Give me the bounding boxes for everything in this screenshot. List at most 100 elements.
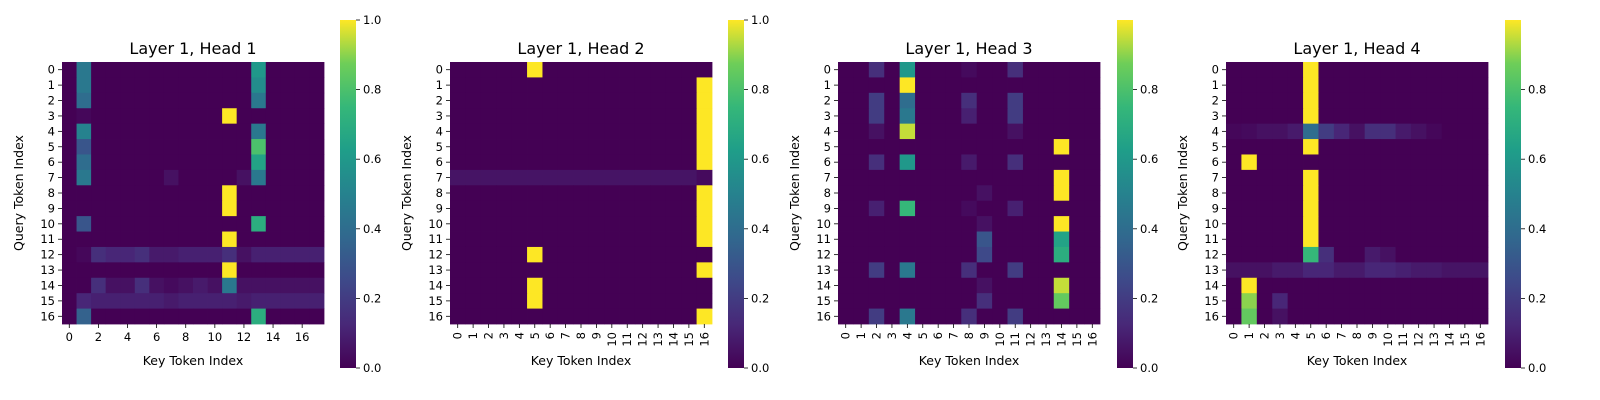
y-tick-label: 16: [428, 309, 443, 323]
heatmap-cell: [915, 231, 931, 248]
heatmap-cell: [465, 231, 482, 248]
heatmap-cell: [236, 123, 252, 140]
heatmap-cell: [1022, 185, 1039, 202]
y-tick-label: 13: [40, 263, 55, 277]
heatmap-cell: [1333, 185, 1350, 202]
heatmap-cell: [450, 277, 466, 294]
heatmap-cell: [619, 200, 636, 217]
heatmap-cell: [76, 246, 92, 263]
heatmap-cell: [1022, 293, 1039, 309]
x-tick-label: 7: [559, 332, 573, 339]
heatmap-cell: [619, 185, 636, 202]
heatmap-cell: [1053, 92, 1070, 109]
heatmap-cell: [294, 262, 310, 279]
y-tick-label: 10: [1204, 217, 1219, 231]
heatmap-cell: [930, 308, 947, 325]
y-tick-label: 16: [40, 309, 55, 323]
heatmap-cell: [1380, 154, 1396, 171]
colorbar-tick-label: 0.4: [1528, 222, 1546, 236]
heatmap-cell: [1472, 123, 1489, 140]
heatmap-cell: [650, 169, 667, 186]
heatmap-cell: [961, 123, 978, 140]
heatmap-cell: [1364, 139, 1381, 155]
heatmap-cell: [1022, 154, 1039, 171]
heatmap-cell: [62, 262, 77, 279]
x-tick-label: 11: [1008, 332, 1022, 347]
heatmap-cell: [1318, 216, 1335, 232]
heatmap-cell: [619, 123, 636, 140]
heatmap-cell: [1053, 293, 1070, 309]
heatmap-cell: [961, 231, 978, 248]
heatmap-cell: [1364, 216, 1381, 232]
heatmap-cell: [120, 246, 136, 263]
colorbar: 0.0 0.2 0.4 0.6 0.8: [1117, 20, 1158, 375]
heatmap-cell: [1395, 77, 1412, 94]
heatmap-cell: [193, 308, 208, 325]
heatmap-cell: [542, 154, 559, 171]
y-tick-label: 12: [40, 248, 55, 262]
heatmap-cell: [696, 139, 713, 155]
heatmap-cell: [76, 77, 92, 94]
heatmap-cell: [178, 262, 194, 279]
heatmap-cell: [1303, 123, 1319, 140]
heatmap-cell: [1069, 262, 1085, 279]
heatmap-cell: [207, 108, 223, 125]
heatmap-cell: [527, 216, 543, 232]
heatmap-cell: [1441, 123, 1458, 140]
y-tick-label: 16: [816, 309, 831, 323]
heatmap-cell: [961, 92, 978, 109]
heatmap-cell: [992, 62, 1008, 78]
heatmap-cell: [1303, 92, 1319, 109]
heatmap-cell: [1472, 231, 1489, 248]
x-tick-label: 3: [1273, 332, 1287, 339]
heatmap-cell: [1410, 62, 1427, 78]
heatmap-cell: [557, 169, 574, 186]
heatmap-cell: [1349, 169, 1366, 186]
heatmap-cell: [930, 123, 947, 140]
heatmap-cell: [280, 108, 296, 125]
heatmap-cell: [588, 139, 605, 155]
heatmap-cell: [573, 108, 590, 125]
heatmap-cell: [992, 216, 1008, 232]
heatmap-cell: [149, 108, 165, 125]
heatmap-cell: [1022, 246, 1039, 263]
heatmap-cell: [280, 62, 296, 78]
heatmap-cell: [527, 293, 543, 309]
x-axis-label: Key Token Index: [143, 353, 244, 368]
heatmap-cell: [961, 154, 978, 171]
heatmap-cell: [1364, 277, 1381, 294]
y-tick-label: 0: [436, 63, 443, 77]
heatmap-cell: [222, 154, 238, 171]
heatmap-cell: [1303, 277, 1319, 294]
heatmap-cell: [619, 108, 636, 125]
x-tick-label: 8: [962, 332, 976, 339]
heatmap-cell: [930, 92, 947, 109]
y-tick-label: 10: [40, 217, 55, 231]
heatmap-cell: [976, 231, 993, 248]
x-tick-label: 8: [574, 332, 588, 339]
heatmap-cell: [1053, 308, 1070, 325]
heatmap-cell: [557, 216, 574, 232]
heatmap-cell: [178, 154, 194, 171]
heatmap-cell: [619, 77, 636, 94]
heatmap-cell: [511, 185, 528, 202]
heatmap-cell: [120, 216, 136, 232]
heatmap-cell: [868, 293, 885, 309]
heatmap-cell: [634, 139, 651, 155]
x-tick-label: 15: [682, 332, 696, 347]
heatmap-cell: [915, 169, 931, 186]
heatmap-cell: [465, 262, 482, 279]
heatmap-cell: [1303, 200, 1319, 217]
heatmap-cell: [465, 293, 482, 309]
heatmap-cell: [1410, 169, 1427, 186]
heatmap-cell: [696, 108, 713, 125]
heatmap-cell: [1333, 216, 1350, 232]
heatmap-cell: [207, 308, 223, 325]
heatmap-cell: [91, 169, 107, 186]
heatmap-cell: [1241, 123, 1258, 140]
heatmap-cell: [149, 246, 165, 263]
heatmap-cell: [557, 308, 574, 325]
heatmap-cell: [650, 77, 667, 94]
x-axis-label: Key Token Index: [531, 353, 632, 368]
